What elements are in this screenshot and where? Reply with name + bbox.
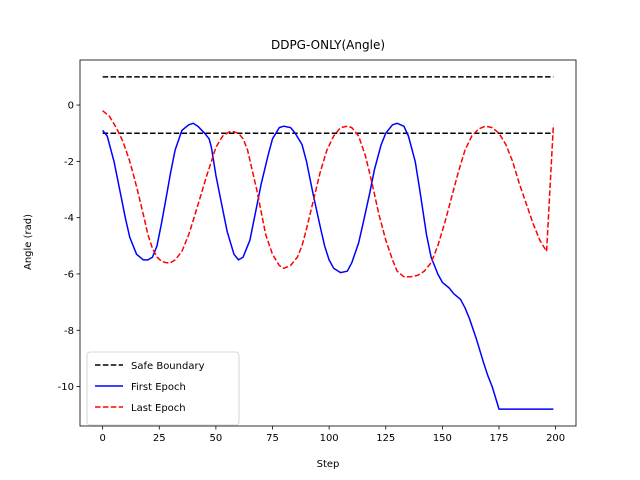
x-tick-label: 100	[320, 433, 339, 444]
x-tick-label: 0	[99, 433, 105, 444]
y-tick-label: -2	[64, 157, 74, 168]
x-tick-label: 150	[433, 433, 452, 444]
axes-frame	[79, 59, 577, 427]
legend-label-first-epoch: First Epoch	[131, 382, 186, 393]
x-tick-label: 25	[153, 433, 166, 444]
x-tick-label: 200	[546, 433, 565, 444]
x-axis-label: Step	[317, 459, 340, 470]
x-tick-label: 175	[489, 433, 508, 444]
y-tick-label: -6	[64, 269, 74, 280]
y-axis-label: Angle (rad)	[23, 214, 34, 270]
chart-title: DDPG-ONLY(Angle)	[271, 38, 385, 52]
y-tick-label: -8	[64, 326, 74, 337]
plot-area: 0 25 50 75 100 125 150 175 200 0 -2 -4 -6 -8 -10	[58, 59, 577, 444]
legend: Safe Boundary First Epoch Last Epoch	[86, 351, 240, 426]
y-tick-label: -4	[64, 213, 74, 224]
x-tick-label: 75	[266, 433, 279, 444]
legend-label-last-epoch: Last Epoch	[131, 403, 186, 414]
y-tick-label: -10	[58, 382, 74, 393]
legend-label-safe-boundary: Safe Boundary	[131, 361, 205, 372]
x-tick-label: 125	[376, 433, 395, 444]
legend-box	[86, 351, 240, 426]
x-tick-label: 50	[210, 433, 223, 444]
y-tick-label: 0	[68, 101, 74, 112]
first-epoch-line	[102, 122, 554, 410]
last-epoch-line	[102, 110, 555, 278]
